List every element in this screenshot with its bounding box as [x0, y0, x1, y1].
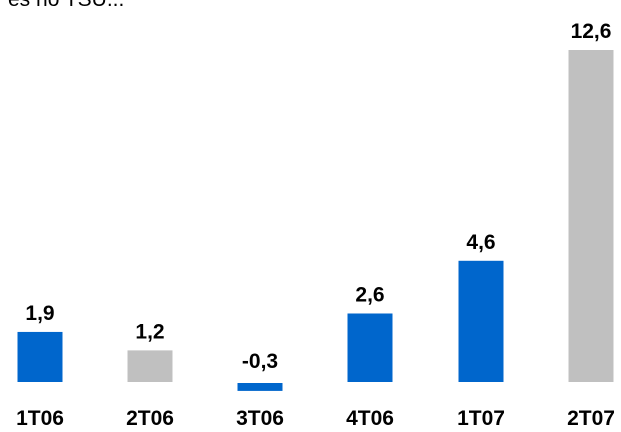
category-label-2T06: 2T06: [126, 407, 174, 430]
value-label-2T07: 12,6: [571, 20, 612, 43]
bar-2T07: [568, 50, 614, 382]
chart-title-cut: es no TSU...: [8, 0, 124, 11]
value-label-4T06: 2,6: [355, 283, 384, 306]
category-label-1T06: 1T06: [16, 407, 64, 430]
bar-4T06: [347, 313, 393, 382]
category-label-1T07: 1T07: [457, 407, 505, 430]
value-label-2T06: 1,2: [135, 320, 164, 343]
value-label-3T06: -0,3: [242, 350, 278, 373]
value-label-1T07: 4,6: [466, 231, 495, 254]
category-label-4T06: 4T06: [346, 407, 394, 430]
bar-1T07: [458, 260, 504, 382]
bar-1T06: [17, 331, 63, 382]
bar-3T06: [237, 383, 283, 391]
value-labels-group: 1,9 1,2 -0,3 2,6 4,6 12,6: [25, 20, 611, 373]
category-label-2T07: 2T07: [567, 407, 615, 430]
bars-group: [17, 50, 614, 391]
category-labels-group: 1T06 2T06 3T06 4T06 1T07 2T07: [16, 407, 615, 430]
value-label-1T06: 1,9: [25, 302, 54, 325]
bar-2T06: [127, 350, 173, 382]
category-label-3T06: 3T06: [236, 407, 284, 430]
